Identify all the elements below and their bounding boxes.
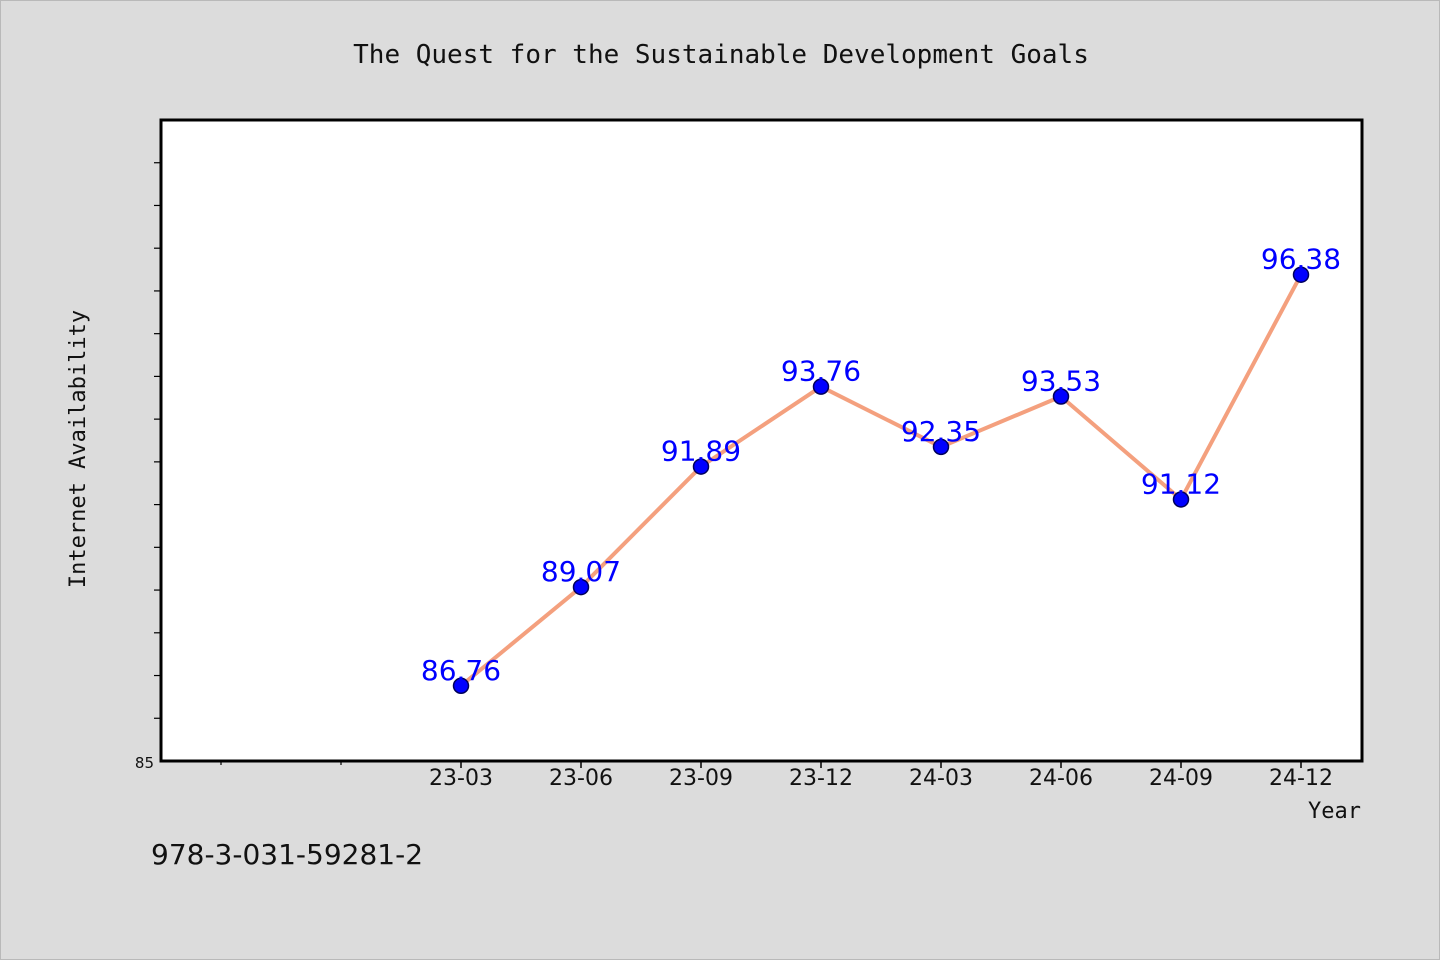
data-point [1172,491,1190,508]
data-point [1292,266,1310,283]
x-tick-label: 24-09 [1149,766,1213,791]
y-axis-label: Internet Availability [66,310,91,588]
data-label: 93.76 [781,355,861,388]
x-tick-label: 23-06 [549,766,613,791]
x-tick-label: 23-03 [429,766,493,791]
data-point [692,458,710,475]
data-point [1052,388,1070,405]
data-markers [452,266,1310,695]
data-label: 93.53 [1021,364,1101,397]
x-tick-label: 24-06 [1029,766,1093,791]
data-point [812,378,830,395]
plot-area [159,118,1364,763]
x-tick-label: 23-09 [669,766,733,791]
chart-title: The Quest for the Sustainable Developmen… [353,40,1089,70]
isbn-text: 978-3-031-59281-2 [151,838,423,871]
series-line [459,273,1303,688]
x-tick-label: 24-03 [909,766,973,791]
x-axis-ticks [220,761,1302,768]
data-labels: 86.76 89.07 91.89 93.76 92.35 93.53 91.12 96.38 [421,243,1341,687]
data-point [932,438,950,456]
x-axis-label: Year [1308,799,1361,824]
data-label: 91.89 [661,435,741,468]
x-tick-label: 23-12 [789,766,853,791]
x-tick-labels: 23-03 23-06 23-09 23-12 24-03 24-06 24-09 24-12 [429,766,1333,791]
data-label: 91.12 [1141,467,1221,500]
data-label: 96.38 [1261,243,1341,276]
x-tick-label: 24-12 [1269,766,1333,791]
y-axis-ticks [154,162,161,719]
data-label: 86.76 [421,654,501,687]
data-label: 92.35 [901,415,981,448]
y-tick-label-min: 85 [135,754,154,772]
data-point [572,578,590,596]
data-label: 89.07 [541,555,621,588]
data-point [452,677,470,695]
